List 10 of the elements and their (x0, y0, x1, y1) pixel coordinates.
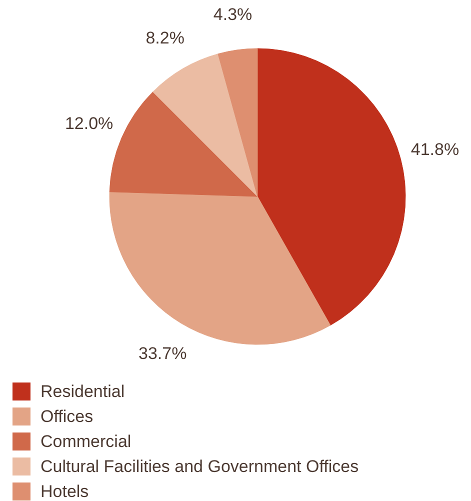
legend-label: Commercial (40, 432, 132, 451)
data-label: 41.8% (410, 140, 460, 160)
legend-label: Offices (40, 407, 94, 426)
legend-label: Cultural Facilities and Government Offices (40, 457, 359, 476)
legend-label: Hotels (40, 482, 89, 501)
legend-label: Residential (40, 382, 125, 401)
data-label: 12.0% (64, 114, 114, 134)
data-label: 8.2% (146, 28, 184, 48)
data-label: 4.3% (213, 5, 252, 24)
data-label: 33.7% (138, 344, 187, 364)
